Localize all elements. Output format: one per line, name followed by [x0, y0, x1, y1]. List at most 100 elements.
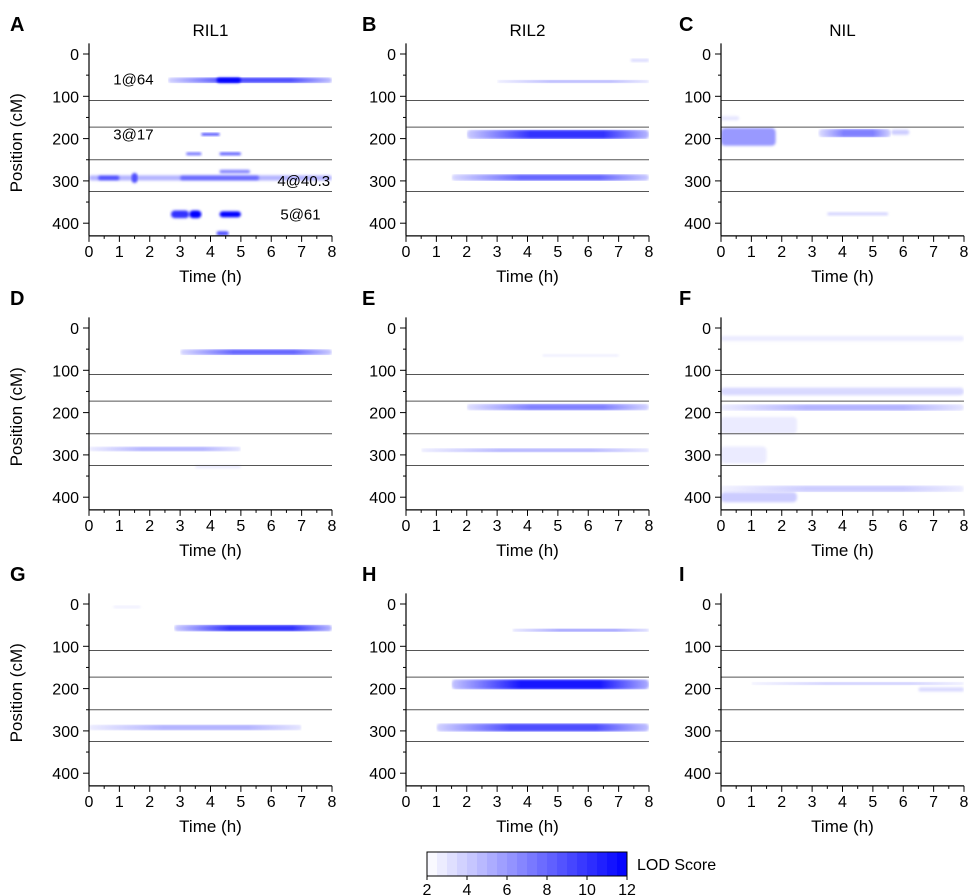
heat-cell: [818, 128, 892, 138]
heat-cell: [421, 448, 649, 453]
x-tick-label: 6: [899, 794, 908, 811]
x-tick-label: 5: [553, 794, 562, 811]
colorbar-swatch: [477, 852, 488, 876]
panel-e: 0 100 200 300 400 0 1 2 3 4 5 6 7 8 Time (h) E: [362, 288, 654, 560]
x-tick-label: 6: [584, 518, 593, 535]
heat-cell: [466, 129, 649, 140]
x-tick-label: 7: [297, 794, 306, 811]
y-tick-label: 400: [684, 766, 711, 783]
panel-f: 0 100 200 300 400 0 1 2 3 4 5 6 7 8 Time (h) F: [679, 288, 969, 560]
colorbar-swatch: [487, 852, 498, 876]
y-tick-label: 300: [52, 724, 79, 741]
colorbar-swatch: [517, 852, 528, 876]
x-tick-label: 3: [808, 794, 817, 811]
x-tick-label: 6: [584, 244, 593, 261]
x-tick-label: 2: [145, 518, 154, 535]
colorbar-tick-label: 6: [503, 882, 512, 895]
heat-cells: [751, 681, 964, 692]
y-tick-label: 400: [684, 216, 711, 233]
qtl-annotation: 3@17: [113, 126, 153, 143]
x-tick-label: 1: [432, 518, 441, 535]
x-tick-label: 8: [960, 244, 969, 261]
colorbar-tick-label: 2: [423, 882, 432, 895]
heat-cell: [167, 77, 332, 84]
x-tick-label: 0: [402, 518, 411, 535]
x-tick-label: 6: [267, 244, 276, 261]
y-tick-label: 200: [52, 682, 79, 699]
x-tick-label: 6: [267, 518, 276, 535]
heat-cell: [918, 687, 964, 692]
x-tick-label: 2: [462, 794, 471, 811]
x-tick-label: 0: [402, 244, 411, 261]
x-tick-label: 2: [777, 794, 786, 811]
x-axis-title: Time (h): [179, 817, 242, 836]
x-tick-label: 8: [328, 244, 337, 261]
x-tick-label: 4: [838, 244, 847, 261]
y-tick-label: 300: [684, 174, 711, 191]
y-tick-label: 300: [369, 174, 396, 191]
heat-cells: [721, 336, 964, 503]
x-tick-label: 5: [868, 794, 877, 811]
heat-cell: [98, 175, 120, 181]
y-tick-label: 0: [70, 321, 79, 338]
panel-letter: D: [10, 288, 24, 310]
x-tick-label: 4: [206, 794, 215, 811]
colorbar-swatch: [467, 852, 478, 876]
colorbar-swatch: [617, 852, 628, 876]
y-tick-label: 300: [684, 724, 711, 741]
colorbar-swatch: [547, 852, 558, 876]
x-tick-label: 0: [717, 244, 726, 261]
colorbar-tick-label: 10: [578, 882, 596, 895]
heat-cell: [219, 211, 241, 218]
x-tick-label: 5: [868, 518, 877, 535]
x-tick-label: 0: [717, 794, 726, 811]
x-tick-label: 3: [176, 518, 185, 535]
y-tick-label: 300: [369, 448, 396, 465]
y-tick-label: 400: [52, 490, 79, 507]
x-tick-label: 2: [777, 244, 786, 261]
heat-cells: [89, 349, 332, 469]
heat-cell: [466, 403, 649, 411]
heat-cell: [89, 724, 302, 731]
colorbar-swatch: [577, 852, 588, 876]
y-tick-label: 400: [52, 766, 79, 783]
heat-cell: [721, 116, 740, 121]
heat-cell: [721, 446, 767, 464]
x-tick-label: 2: [145, 244, 154, 261]
y-tick-label: 200: [52, 132, 79, 149]
x-tick-label: 3: [176, 794, 185, 811]
heat-cell: [89, 446, 241, 452]
x-tick-label: 4: [523, 794, 532, 811]
x-tick-label: 6: [584, 794, 593, 811]
colorbar-swatch: [447, 852, 458, 876]
heat-cell: [216, 231, 229, 236]
heat-cell: [721, 387, 964, 396]
heat-cell: [201, 133, 220, 136]
x-axis-title: Time (h): [496, 267, 559, 286]
colorbar-swatch: [597, 852, 608, 876]
column-title: RIL1: [193, 21, 229, 40]
y-tick-label: 300: [684, 448, 711, 465]
heat-cell: [180, 175, 260, 181]
x-tick-label: 7: [929, 244, 938, 261]
colorbar-swatch: [587, 852, 598, 876]
x-tick-label: 2: [777, 518, 786, 535]
y-tick-label: 0: [702, 47, 711, 64]
x-tick-label: 1: [115, 518, 124, 535]
x-tick-label: 0: [402, 794, 411, 811]
colorbar-tick-label: 8: [543, 882, 552, 895]
x-tick-label: 5: [236, 794, 245, 811]
panel-letter: I: [679, 564, 685, 586]
x-tick-label: 1: [115, 794, 124, 811]
y-tick-label: 200: [684, 132, 711, 149]
y-tick-label: 0: [387, 597, 396, 614]
heat-cell: [131, 172, 138, 184]
colorbar-tick-label: 4: [463, 882, 472, 895]
colorbar-title: LOD Score: [637, 857, 716, 874]
x-tick-label: 3: [493, 244, 502, 261]
panel-c: 0 100 200 300 400 0 1 2 3 4 5 6 7 8 Time (h) C NIL: [679, 14, 969, 286]
x-axis-title: Time (h): [811, 817, 874, 836]
heat-cell: [189, 210, 202, 219]
y-tick-label: 200: [684, 406, 711, 423]
